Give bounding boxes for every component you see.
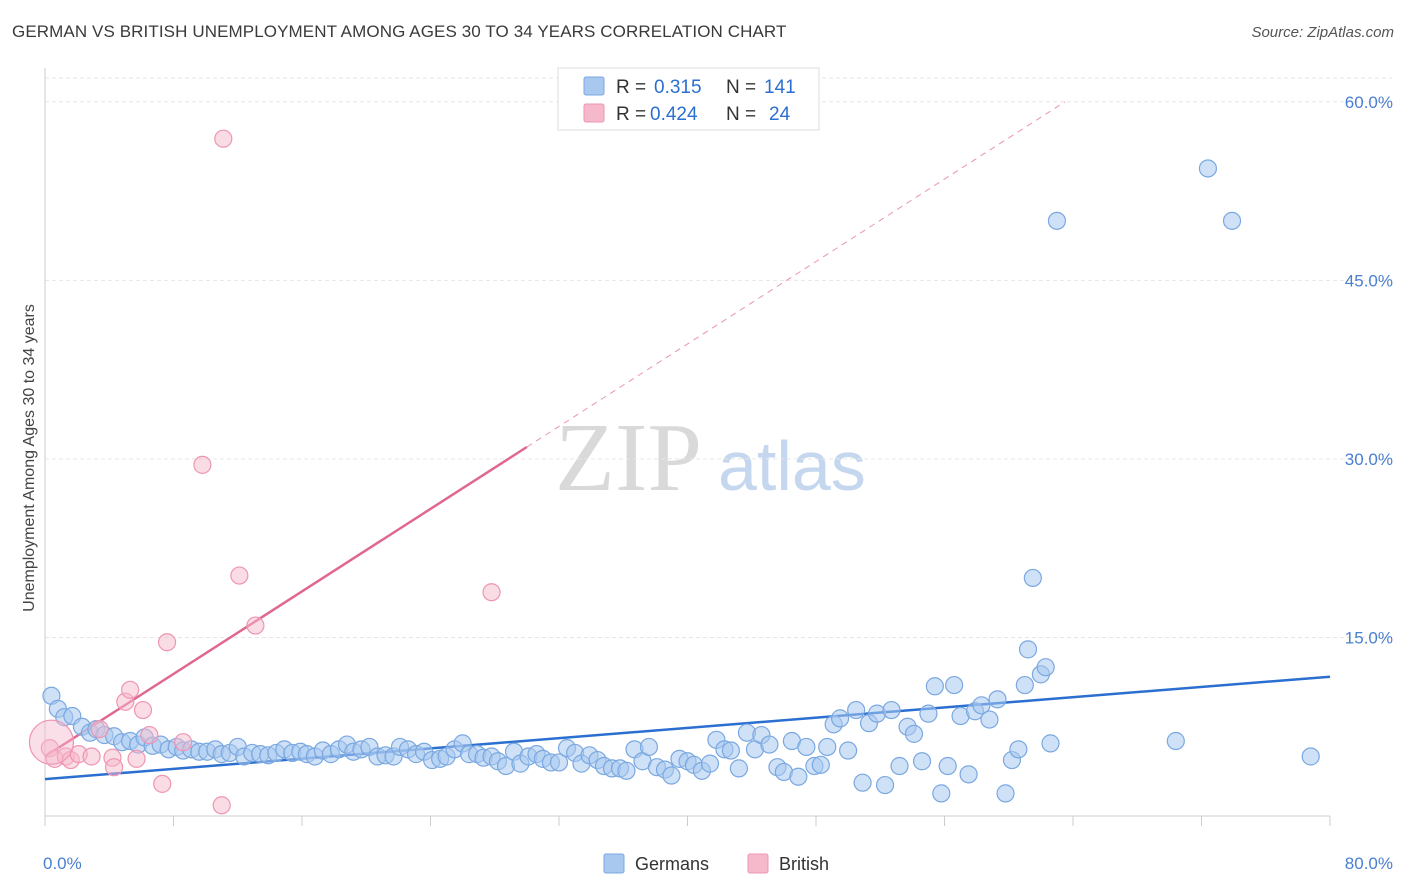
germans-point-122 bbox=[959, 765, 978, 784]
british-point-13 bbox=[140, 725, 159, 745]
legend-n-value-germans: 141 bbox=[764, 77, 796, 98]
correlation-legend: R = 0.315 N = 141 R = 0.424 N = 24 bbox=[557, 67, 820, 131]
watermark: ZIP atlas bbox=[555, 404, 866, 512]
germans-point-129 bbox=[1009, 740, 1028, 759]
british-point-18 bbox=[212, 796, 231, 815]
germans-point-75 bbox=[617, 761, 636, 780]
germans-point-81 bbox=[662, 766, 681, 785]
germans-point-102 bbox=[818, 737, 837, 757]
germans-point-114 bbox=[904, 724, 924, 743]
germans-point-127 bbox=[996, 784, 1015, 803]
bottom-legend-germans: Germans bbox=[635, 854, 709, 874]
legend-n-value-british: 24 bbox=[769, 104, 791, 125]
y-tick-label-2: 45.0% bbox=[1345, 271, 1393, 290]
germans-point-118 bbox=[932, 784, 951, 803]
british-point-8 bbox=[104, 758, 124, 777]
germans-point-110 bbox=[875, 775, 895, 795]
chart-title: GERMAN VS BRITISH UNEMPLOYMENT AMONG AGE… bbox=[12, 22, 787, 41]
tick-labels: 15.0% 30.0% 45.0% 60.0% 0.0% 80.0% bbox=[43, 93, 1393, 873]
british-point-20 bbox=[230, 566, 249, 585]
germans-point-106 bbox=[847, 700, 866, 720]
british-point-17 bbox=[193, 455, 212, 474]
germans-point-125 bbox=[980, 710, 999, 729]
germans-point-90 bbox=[729, 759, 749, 778]
germans-point-111 bbox=[882, 700, 901, 720]
british-point-10 bbox=[121, 680, 140, 699]
germans-point-120 bbox=[945, 675, 964, 695]
germans-point-98 bbox=[789, 767, 808, 786]
germans-point-66 bbox=[549, 753, 569, 772]
source-credit: Source: ZipAtlas.com bbox=[1251, 24, 1394, 41]
british-point-23 bbox=[28, 719, 75, 765]
y-tick-label-1: 30.0% bbox=[1345, 450, 1393, 469]
germans-point-126 bbox=[988, 690, 1007, 709]
bottom-legend-swatch-british bbox=[747, 853, 769, 874]
british-point-14 bbox=[153, 774, 172, 793]
germans-point-112 bbox=[890, 756, 909, 776]
series-legend: Germans British bbox=[603, 853, 829, 874]
germans-point-105 bbox=[839, 741, 858, 760]
british-point-16 bbox=[174, 733, 193, 752]
british-trend-line bbox=[44, 445, 528, 758]
watermark-atlas: atlas bbox=[718, 427, 866, 505]
legend-n-label-germans: N = bbox=[726, 77, 756, 98]
germans-point-119 bbox=[938, 756, 957, 776]
legend-r-value-germans: 0.315 bbox=[654, 77, 702, 98]
germans-point-89 bbox=[721, 741, 740, 760]
germans-point-99 bbox=[797, 737, 816, 757]
british-point-12 bbox=[133, 700, 153, 720]
x-tick-label-min: 0.0% bbox=[43, 854, 82, 873]
legend-swatch-british bbox=[583, 103, 605, 123]
germans-point-134 bbox=[1036, 658, 1055, 677]
germans-point-94 bbox=[760, 735, 779, 754]
british-trend-extrapolation bbox=[526, 101, 1066, 448]
germans-point-78 bbox=[639, 737, 659, 757]
legend-r-value-british: 0.424 bbox=[650, 104, 698, 125]
germans-point-101 bbox=[811, 755, 830, 774]
germans-point-117 bbox=[925, 677, 944, 696]
germans-point-139 bbox=[1222, 211, 1242, 230]
germans-point-131 bbox=[1018, 640, 1038, 659]
british-point-11 bbox=[127, 749, 146, 768]
germans-point-136 bbox=[1047, 211, 1067, 230]
germans-point-104 bbox=[830, 709, 850, 728]
british-points bbox=[28, 129, 501, 815]
british-point-6 bbox=[90, 720, 109, 739]
x-tick-label-max: 80.0% bbox=[1345, 854, 1393, 873]
y-axis-label: Unemployment Among Ages 30 to 34 years bbox=[21, 304, 38, 612]
legend-r-label-british: R = bbox=[616, 104, 646, 125]
germans-points bbox=[42, 159, 1320, 803]
germans-point-132 bbox=[1023, 568, 1042, 588]
legend-swatch-germans bbox=[583, 76, 605, 96]
legend-n-label-british: N = bbox=[726, 104, 756, 125]
germans-point-140 bbox=[1301, 747, 1320, 766]
germans-point-130 bbox=[1015, 675, 1034, 695]
legend-r-label-germans: R = bbox=[616, 77, 646, 98]
germans-point-115 bbox=[912, 752, 932, 771]
bottom-legend-swatch-germans bbox=[603, 853, 625, 874]
germans-point-124 bbox=[972, 696, 991, 715]
bottom-legend-british: British bbox=[779, 854, 829, 874]
germans-point-135 bbox=[1041, 734, 1060, 753]
germans-point-137 bbox=[1166, 731, 1185, 751]
germans-point-138 bbox=[1198, 159, 1218, 178]
british-point-5 bbox=[82, 747, 101, 766]
germans-point-107 bbox=[853, 773, 872, 792]
british-point-22 bbox=[482, 583, 501, 602]
watermark-zip: ZIP bbox=[555, 404, 702, 512]
y-tick-label-3: 60.0% bbox=[1345, 93, 1393, 112]
germans-point-86 bbox=[700, 754, 720, 773]
y-tick-label-0: 15.0% bbox=[1345, 628, 1393, 647]
british-point-15 bbox=[157, 633, 177, 652]
germans-point-116 bbox=[919, 704, 938, 723]
british-point-19 bbox=[214, 129, 233, 148]
british-point-21 bbox=[246, 616, 265, 635]
gridlines bbox=[45, 77, 1392, 638]
